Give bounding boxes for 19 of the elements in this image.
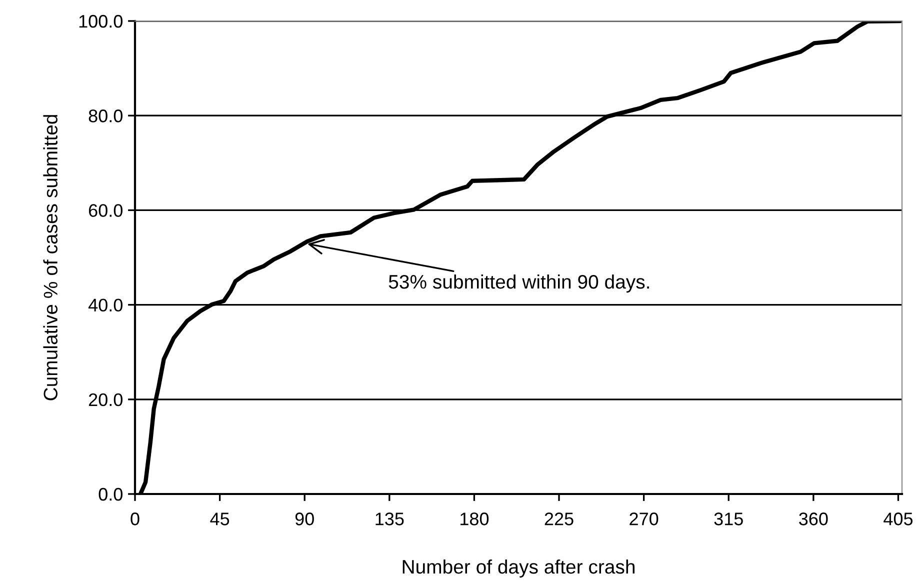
x-tick-label: 135 — [376, 512, 404, 526]
annotation: 53% submitted within 90 days. — [388, 274, 649, 293]
y-tick-label: 40.0 — [88, 298, 122, 312]
x-tick-label: 405 — [884, 512, 913, 526]
x-tick-label: 360 — [799, 512, 828, 526]
x-tick-label: 0 — [130, 512, 140, 526]
x-tick-label: 270 — [630, 512, 658, 526]
x-axis-title: Number of days after crash — [402, 559, 634, 578]
y-axis-title: Cumulative % of cases submitted — [43, 115, 58, 400]
y-tick-label: 80.0 — [88, 110, 122, 122]
x-tick-label: 225 — [544, 512, 574, 526]
y-tick-label: 0.0 — [98, 488, 122, 501]
y-tick-label: 60.0 — [88, 204, 122, 217]
y-tick-label: 100.0 — [79, 14, 122, 28]
y-tick-label: 20.0 — [88, 393, 122, 406]
x-tick-label: 90 — [295, 512, 314, 526]
x-tick-label: 180 — [460, 512, 489, 526]
x-tick-label: 45 — [210, 512, 230, 526]
x-tick-label: 315 — [714, 512, 743, 526]
